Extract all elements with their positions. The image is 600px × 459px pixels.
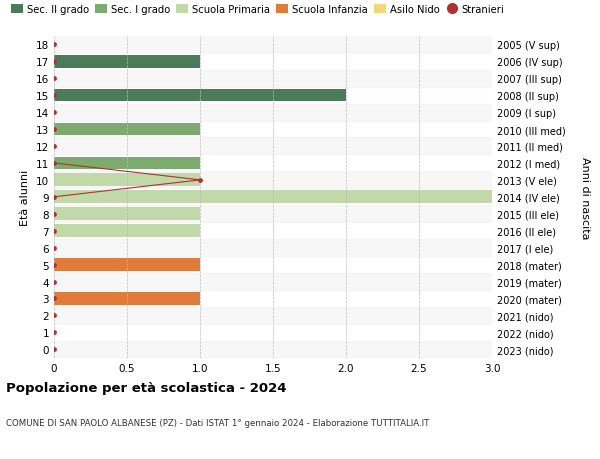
- Y-axis label: Anni di nascita: Anni di nascita: [580, 156, 590, 239]
- Point: [49, 160, 59, 167]
- Point: [49, 92, 59, 100]
- Point: [49, 228, 59, 235]
- Bar: [54, 208, 200, 221]
- Bar: [54, 104, 492, 121]
- Bar: [54, 274, 492, 291]
- Point: [49, 329, 59, 336]
- Bar: [54, 206, 492, 223]
- Point: [49, 194, 59, 201]
- Point: [49, 126, 59, 134]
- Bar: [54, 225, 200, 237]
- Text: Popolazione per età scolastica - 2024: Popolazione per età scolastica - 2024: [6, 381, 287, 394]
- Bar: [54, 37, 492, 54]
- Point: [49, 58, 59, 66]
- Bar: [54, 307, 492, 324]
- Point: [49, 312, 59, 319]
- Point: [49, 75, 59, 83]
- Bar: [54, 90, 346, 102]
- Bar: [54, 191, 492, 204]
- Text: COMUNE DI SAN PAOLO ALBANESE (PZ) - Dati ISTAT 1° gennaio 2024 - Elaborazione TU: COMUNE DI SAN PAOLO ALBANESE (PZ) - Dati…: [6, 418, 430, 427]
- Bar: [54, 157, 200, 170]
- Bar: [54, 71, 492, 88]
- Point: [195, 177, 205, 184]
- Bar: [54, 56, 200, 68]
- Point: [49, 109, 59, 117]
- Point: [49, 245, 59, 252]
- Bar: [54, 123, 200, 136]
- Point: [49, 143, 59, 150]
- Point: [49, 261, 59, 269]
- Point: [49, 211, 59, 218]
- Legend: Sec. II grado, Sec. I grado, Scuola Primaria, Scuola Infanzia, Asilo Nido, Stran: Sec. II grado, Sec. I grado, Scuola Prim…: [11, 5, 505, 15]
- Point: [49, 41, 59, 49]
- Y-axis label: Età alunni: Età alunni: [20, 169, 31, 225]
- Bar: [54, 138, 492, 155]
- Bar: [54, 174, 200, 187]
- Bar: [54, 259, 200, 271]
- Point: [49, 295, 59, 302]
- Bar: [54, 172, 492, 189]
- Bar: [54, 341, 492, 358]
- Point: [49, 278, 59, 285]
- Bar: [54, 292, 200, 305]
- Point: [49, 346, 59, 353]
- Bar: [54, 240, 492, 257]
